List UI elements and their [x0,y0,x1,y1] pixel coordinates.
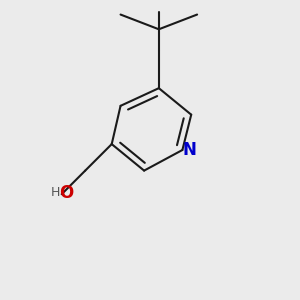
Text: H: H [50,186,60,199]
Text: N: N [183,141,197,159]
Text: O: O [59,184,73,202]
